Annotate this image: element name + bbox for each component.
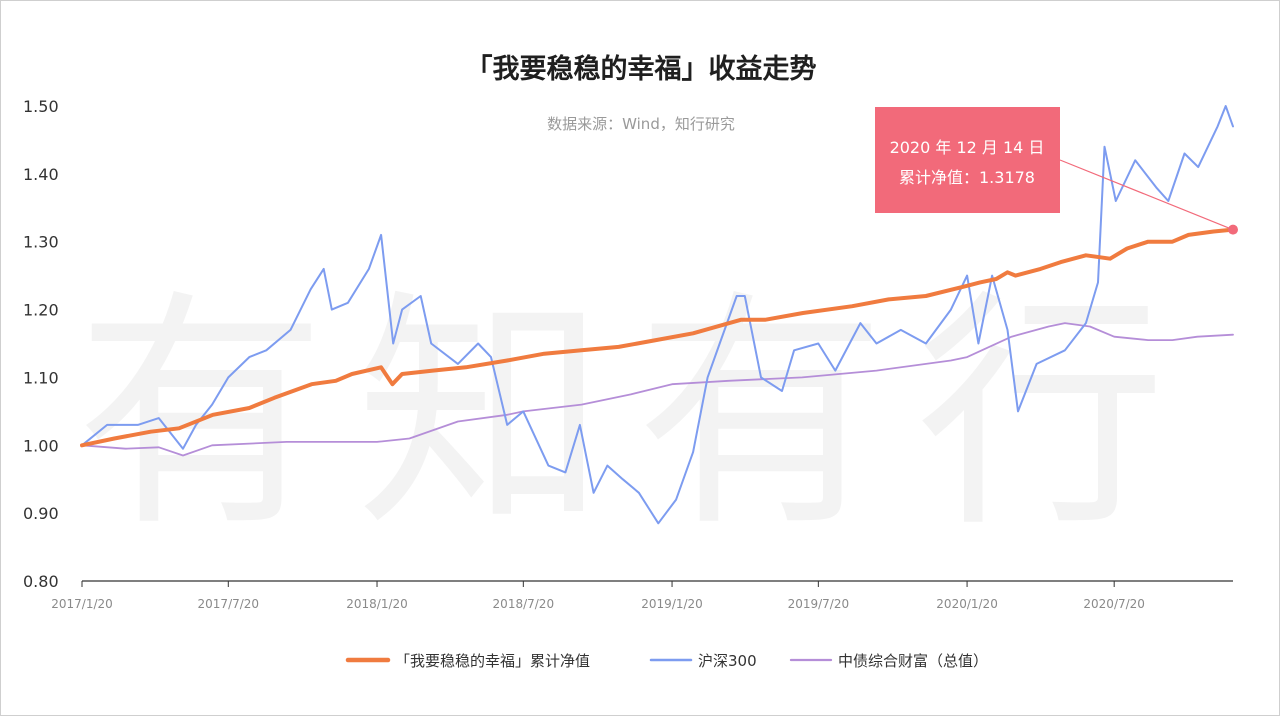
x-tick-label: 2020/7/20 (1083, 597, 1145, 611)
tooltip-date: 2020 年 12 月 14 日 (890, 138, 1045, 157)
tooltip-value: 累计净值：1.3178 (899, 168, 1035, 187)
tooltip-leader-line (1059, 159, 1234, 231)
tooltip-point[interactable] (1228, 224, 1238, 235)
y-tick-label: 1.50 (23, 97, 59, 116)
x-tick-label: 2018/1/20 (346, 597, 408, 611)
legend-label: 沪深300 (698, 652, 757, 670)
legend: 「我要稳稳的幸福」累计净值 沪深300 中债综合财富（总值） (345, 652, 988, 670)
tooltip: 2020 年 12 月 14 日 累计净值：1.3178 (875, 107, 1238, 235)
x-tick-label: 2017/1/20 (51, 597, 113, 611)
legend-item-1[interactable]: 沪深300 (649, 652, 757, 670)
watermark-char: 有 (636, 269, 886, 560)
legend-item-2[interactable]: 中债综合财富（总值） (789, 652, 988, 670)
chart-title: 「我要稳稳的幸福」收益走势 (466, 53, 817, 85)
series-line-2 (81, 322, 1234, 457)
x-tick-label: 2020/1/20 (936, 597, 998, 611)
y-tick-label: 1.10 (23, 368, 59, 387)
y-tick-label: 1.40 (23, 165, 59, 184)
series-line-1 (81, 105, 1234, 525)
axes: 0.80 0.90 1.00 1.10 1.20 1.30 1.40 1.50 2017/1/2… (23, 97, 1233, 611)
watermark-char: 行 (916, 269, 1166, 560)
chart-subtitle: 数据来源：Wind，知行研究 (547, 115, 735, 133)
y-tick-label: 0.90 (23, 504, 59, 523)
legend-label: 「我要稳稳的幸福」累计净值 (395, 652, 590, 670)
series-lines (80, 105, 1235, 525)
y-tick-label: 0.80 (23, 572, 59, 591)
y-tick-label: 1.30 (23, 233, 59, 252)
watermark: 有知有行 (76, 269, 1166, 560)
watermark-char: 有 (76, 269, 326, 560)
series-line-0 (80, 227, 1235, 448)
y-tick-label: 1.20 (23, 301, 59, 320)
watermark-char: 知 (356, 269, 606, 560)
legend-item-0[interactable]: 「我要稳稳的幸福」累计净值 (345, 652, 590, 670)
tooltip-box (875, 107, 1060, 213)
x-tick-label: 2019/7/20 (788, 597, 850, 611)
x-tick-label: 2017/7/20 (198, 597, 260, 611)
x-tick-label: 2018/7/20 (493, 597, 555, 611)
legend-label: 中债综合财富（总值） (838, 652, 988, 670)
y-tick-label: 1.00 (23, 436, 59, 455)
x-tick-label: 2019/1/20 (641, 597, 703, 611)
